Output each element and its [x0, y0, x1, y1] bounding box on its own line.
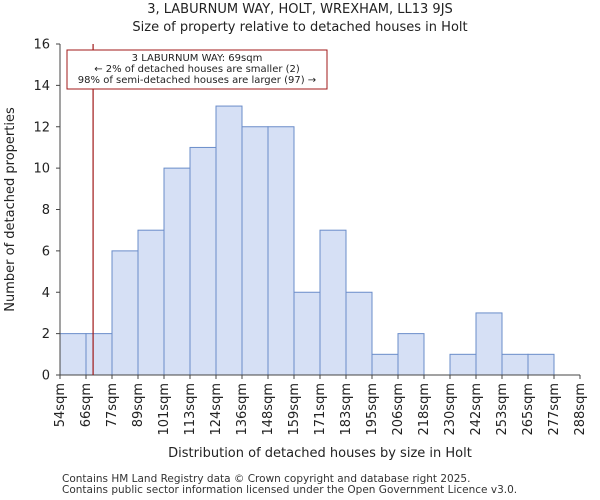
bar-253sqm — [501, 353, 529, 376]
footer-line-2: Contains public sector information licen… — [62, 484, 518, 496]
histogram-chart: 0 2 4 6 8 10 12 14 16 54sqm 66sqm 77sqm 89sqm 101sqm 1… — [3, 38, 588, 462]
labels-group: 0 2 4 6 8 10 12 14 16 54sqm 66sqm 77sqm 89sqm 101sqm 1… — [3, 38, 588, 462]
bar-77sqm — [111, 250, 139, 376]
bar-101sqm — [163, 167, 191, 376]
x-tick-label-195sqm: 195sqm — [365, 383, 380, 436]
bar-124sqm — [215, 105, 243, 376]
bar-136sqm — [241, 126, 269, 376]
x-tick-label-66sqm: 66sqm — [79, 383, 94, 427]
y-tick-label: 12 — [33, 120, 50, 135]
y-tick-label: 8 — [42, 203, 50, 218]
bar-148sqm — [267, 126, 295, 376]
footer-line-1: Contains HM Land Registry data © Crown c… — [62, 473, 471, 485]
y-tick-label: 6 — [42, 244, 50, 259]
x-tick-label-265sqm: 265sqm — [521, 383, 536, 436]
bar-113sqm — [189, 146, 217, 376]
x-tick-label-148sqm: 148sqm — [261, 383, 276, 436]
bar-206sqm — [397, 333, 425, 376]
x-tick-label-206sqm: 206sqm — [391, 383, 406, 436]
bar-265sqm — [527, 353, 555, 376]
annotation-line-2: ← 2% of detached houses are smaller (2) — [94, 64, 300, 75]
annotation-line-3: 98% of semi-detached houses are larger (… — [78, 75, 316, 86]
bar-171sqm — [319, 229, 347, 376]
x-tick-label-113sqm: 113sqm — [183, 383, 198, 436]
y-tick-label: 4 — [42, 286, 50, 301]
x-axis-title: Distribution of detached houses by size … — [168, 446, 472, 461]
axes-group — [56, 43, 581, 379]
x-tick-label-89sqm: 89sqm — [131, 383, 146, 427]
x-tick-label-124sqm: 124sqm — [209, 383, 224, 436]
chart-subtitle: Size of property relative to detached ho… — [132, 20, 468, 35]
y-tick-label: 14 — [33, 79, 50, 94]
x-tick-label-230sqm: 230sqm — [443, 383, 458, 436]
y-tick-label: 0 — [42, 369, 50, 384]
x-tick-label-54sqm: 54sqm — [53, 383, 68, 427]
x-tick-label-136sqm: 136sqm — [235, 383, 250, 436]
x-tick-label-183sqm: 183sqm — [339, 383, 354, 436]
x-tick-label-218sqm: 218sqm — [417, 383, 432, 436]
bar-230sqm — [449, 353, 477, 376]
bar-89sqm — [137, 229, 165, 376]
x-tick-label-253sqm: 253sqm — [495, 383, 510, 436]
bar-242sqm — [475, 312, 503, 376]
y-tick-label: 10 — [33, 162, 50, 177]
x-tick-label-277sqm: 277sqm — [547, 383, 562, 436]
bar-183sqm — [345, 291, 373, 376]
x-tick-label-101sqm: 101sqm — [157, 383, 172, 436]
x-tick-label-159sqm: 159sqm — [287, 383, 302, 436]
x-tick-label-242sqm: 242sqm — [469, 383, 484, 436]
annotation-line-1: 3 LABURNUM WAY: 69sqm — [132, 53, 263, 64]
bar-195sqm — [371, 353, 399, 376]
y-tick-label: 2 — [42, 327, 50, 342]
bar-159sqm — [293, 291, 321, 376]
y-tick-label: 16 — [33, 38, 50, 53]
bars-group — [59, 105, 555, 376]
bar-54sqm — [59, 333, 87, 376]
x-tick-label-171sqm: 171sqm — [313, 383, 328, 436]
y-axis-title: Number of detached properties — [3, 107, 18, 312]
x-tick-label-77sqm: 77sqm — [105, 383, 120, 427]
x-tick-label-288sqm: 288sqm — [573, 383, 588, 436]
chart-title: 3, LABURNUM WAY, HOLT, WREXHAM, LL13 9JS — [147, 2, 453, 17]
bar-66sqm — [85, 333, 113, 376]
annotation-box — [66, 49, 328, 90]
